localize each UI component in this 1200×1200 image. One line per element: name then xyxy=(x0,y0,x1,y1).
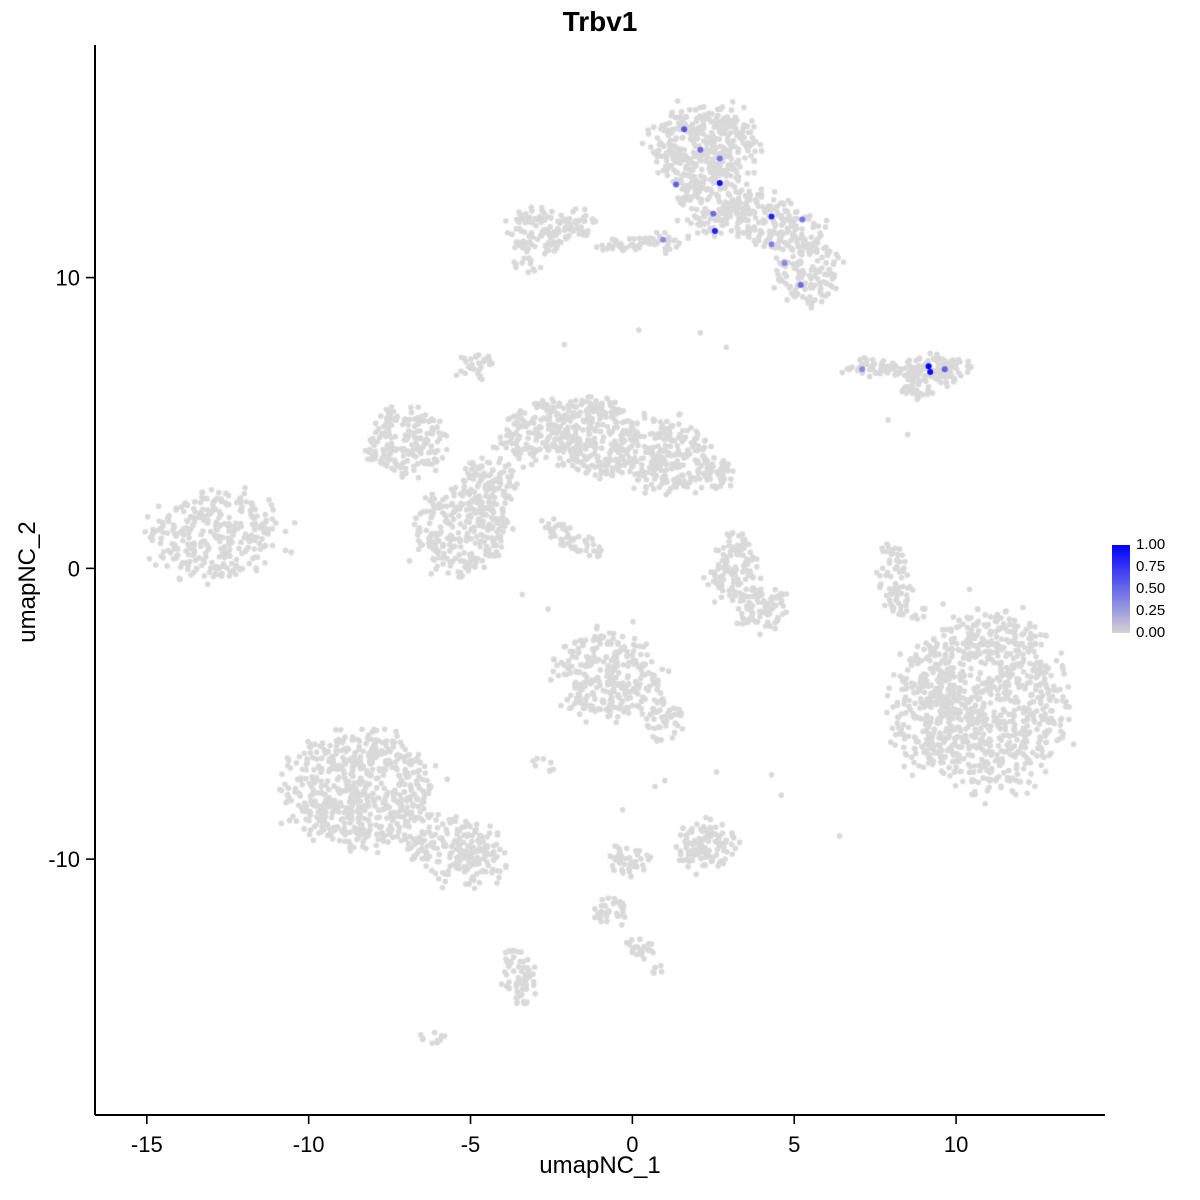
legend-tick-label: 0.50 xyxy=(1136,580,1166,597)
legend-tick-label: 0.00 xyxy=(1136,624,1166,641)
y-axis-title: umapNC_2 xyxy=(14,521,41,643)
legend-colorbar: 1.00 0.75 0.50 0.25 0.00 xyxy=(1112,537,1200,645)
legend-tick-label: 0.25 xyxy=(1136,602,1166,619)
legend-tick-label: 1.00 xyxy=(1136,536,1166,553)
legend-tick-label: 0.75 xyxy=(1136,558,1166,575)
legend-gradient-bar xyxy=(1112,545,1130,633)
x-axis-title: umapNC_1 xyxy=(539,1152,661,1179)
